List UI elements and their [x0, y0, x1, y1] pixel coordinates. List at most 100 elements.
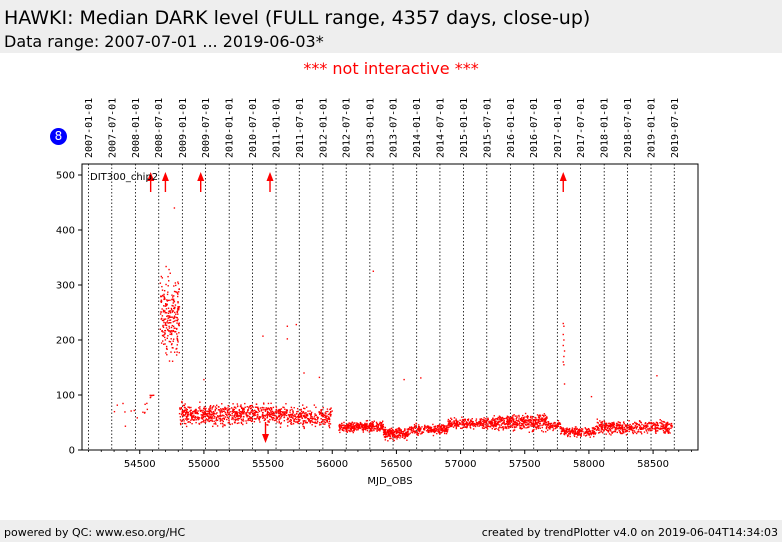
data-point	[455, 422, 457, 424]
data-point	[283, 419, 286, 422]
data-point	[341, 424, 344, 427]
data-point	[293, 420, 295, 423]
data-point	[314, 421, 317, 423]
data-point	[640, 427, 642, 429]
data-point	[409, 432, 411, 435]
data-point	[541, 417, 543, 420]
data-point	[327, 416, 330, 418]
data-point	[344, 425, 347, 427]
data-point	[249, 413, 252, 415]
data-point	[275, 408, 278, 411]
data-point	[619, 428, 622, 430]
data-point	[258, 410, 261, 413]
data-point	[475, 420, 477, 422]
data-point	[300, 415, 303, 417]
data-point	[211, 416, 213, 418]
data-point	[177, 307, 180, 310]
data-point	[538, 414, 541, 417]
data-point	[664, 431, 667, 433]
data-point	[608, 427, 611, 430]
data-point	[381, 425, 383, 428]
data-point	[588, 428, 590, 431]
data-point	[657, 424, 660, 427]
data-point	[529, 421, 531, 423]
data-point	[532, 423, 535, 426]
data-point	[318, 411, 321, 413]
data-point	[452, 426, 455, 428]
data-point	[278, 416, 281, 418]
data-point	[442, 430, 444, 433]
data-point	[285, 403, 287, 405]
data-point	[267, 420, 269, 422]
data-point	[532, 421, 534, 423]
data-point	[511, 418, 514, 420]
data-point	[505, 421, 508, 423]
data-point	[417, 427, 419, 430]
data-point	[186, 417, 188, 419]
data-point	[250, 409, 253, 412]
data-point	[470, 420, 472, 422]
data-point	[436, 425, 439, 427]
data-point	[498, 424, 501, 426]
data-point	[345, 430, 347, 432]
data-point	[313, 418, 315, 420]
data-point	[239, 413, 241, 415]
data-point	[268, 412, 270, 414]
data-point	[640, 422, 642, 424]
data-point	[567, 430, 570, 432]
data-point	[201, 421, 203, 423]
data-point	[229, 414, 231, 416]
data-point	[610, 427, 612, 429]
data-point	[441, 429, 443, 432]
data-point	[169, 310, 171, 312]
data-point	[164, 312, 166, 314]
data-point	[314, 422, 316, 424]
data-point	[448, 420, 450, 423]
data-point	[402, 432, 404, 435]
data-point	[301, 417, 304, 420]
data-point	[275, 416, 277, 418]
data-point	[324, 416, 326, 419]
data-point	[588, 434, 590, 436]
data-point	[293, 415, 295, 417]
data-point	[209, 406, 211, 409]
data-point	[628, 427, 631, 429]
data-point	[277, 411, 280, 413]
data-point	[305, 416, 307, 419]
data-point	[338, 425, 340, 427]
data-point	[266, 414, 268, 416]
data-point	[306, 421, 309, 424]
data-point	[478, 425, 480, 427]
data-point	[361, 423, 363, 425]
data-point	[172, 340, 174, 342]
data-point	[616, 423, 618, 425]
outlier-point	[420, 377, 422, 379]
data-point	[543, 413, 546, 415]
data-point	[475, 423, 477, 425]
data-point	[597, 432, 600, 434]
data-point	[590, 433, 592, 436]
data-point	[353, 425, 355, 427]
data-point	[576, 432, 578, 434]
data-point	[524, 412, 527, 415]
data-point	[601, 423, 603, 425]
data-point	[372, 426, 374, 428]
data-point	[566, 434, 569, 436]
data-point	[584, 432, 586, 434]
data-point	[449, 422, 452, 425]
data-point	[279, 408, 281, 411]
data-point	[208, 413, 211, 415]
data-point	[625, 424, 628, 427]
data-point	[592, 431, 594, 434]
data-point	[163, 321, 165, 324]
data-point	[632, 423, 634, 425]
data-point	[526, 420, 528, 422]
data-point	[470, 421, 472, 423]
data-point	[491, 419, 493, 421]
data-point	[645, 429, 647, 431]
data-point	[469, 427, 472, 429]
data-point	[170, 343, 173, 346]
data-point	[242, 423, 244, 426]
data-point	[221, 409, 223, 411]
